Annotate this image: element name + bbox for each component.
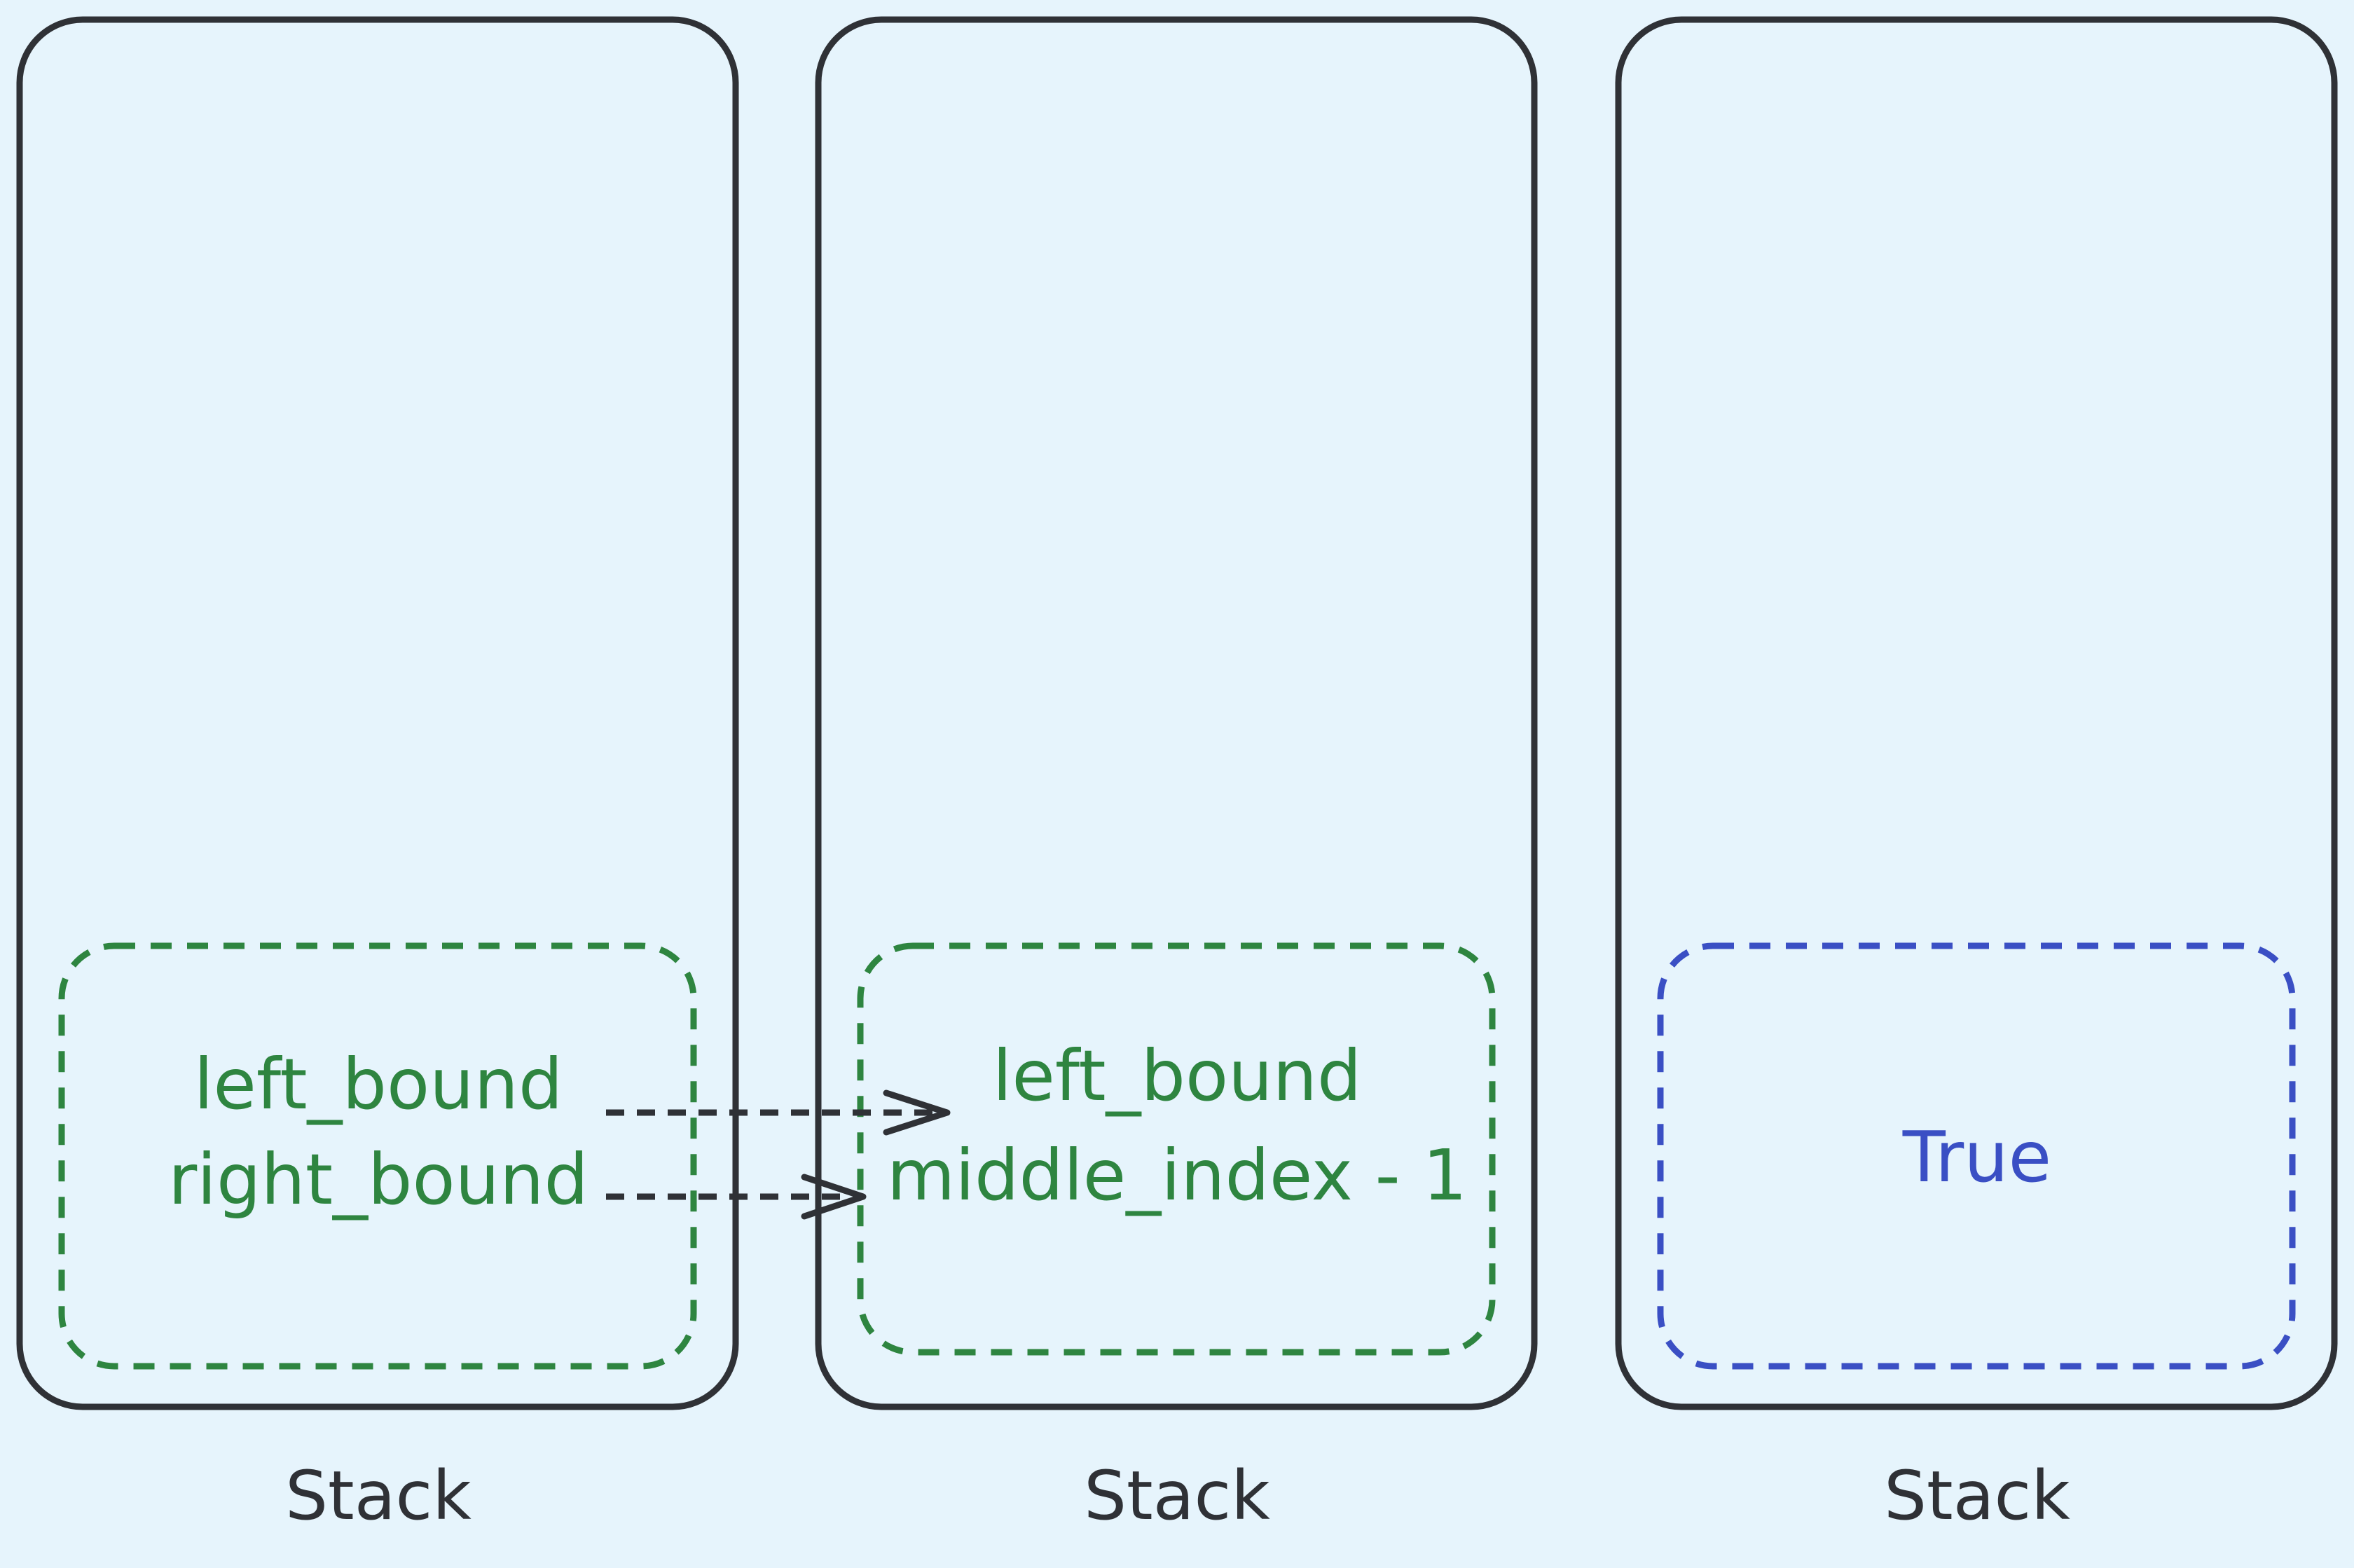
arrow-right-bound-head [801,1174,867,1220]
stack-2: left_bound middle_index - 1 Stack [815,16,1538,1535]
stack-3-frame [1657,942,2296,1370]
stack-1-frame-line-2: right_bound [168,1139,588,1220]
arrow-left-bound-head [883,1089,951,1136]
stack-1-frame [58,942,697,1370]
stack-1-frame-line-1: left_bound [194,1043,563,1125]
stack-2-frame-line-1: left_bound [993,1035,1362,1117]
stack-2-frame [857,942,1496,1356]
stack-3-label: Stack [1884,1457,2070,1535]
stack-3-container [1615,16,2338,1410]
stack-1-label: Stack [285,1457,472,1535]
stack-2-label: Stack [1084,1457,1270,1535]
stack-2-container [815,16,1538,1410]
stack-3-frame-line-1: True [1902,1116,2051,1198]
stack-1-container [16,16,739,1410]
arrows [606,1089,951,1220]
stack-2-frame-line-2: middle_index - 1 [887,1134,1467,1216]
stack-3: True Stack [1615,16,2338,1535]
stack-1: left_bound right_bound Stack [16,16,739,1535]
